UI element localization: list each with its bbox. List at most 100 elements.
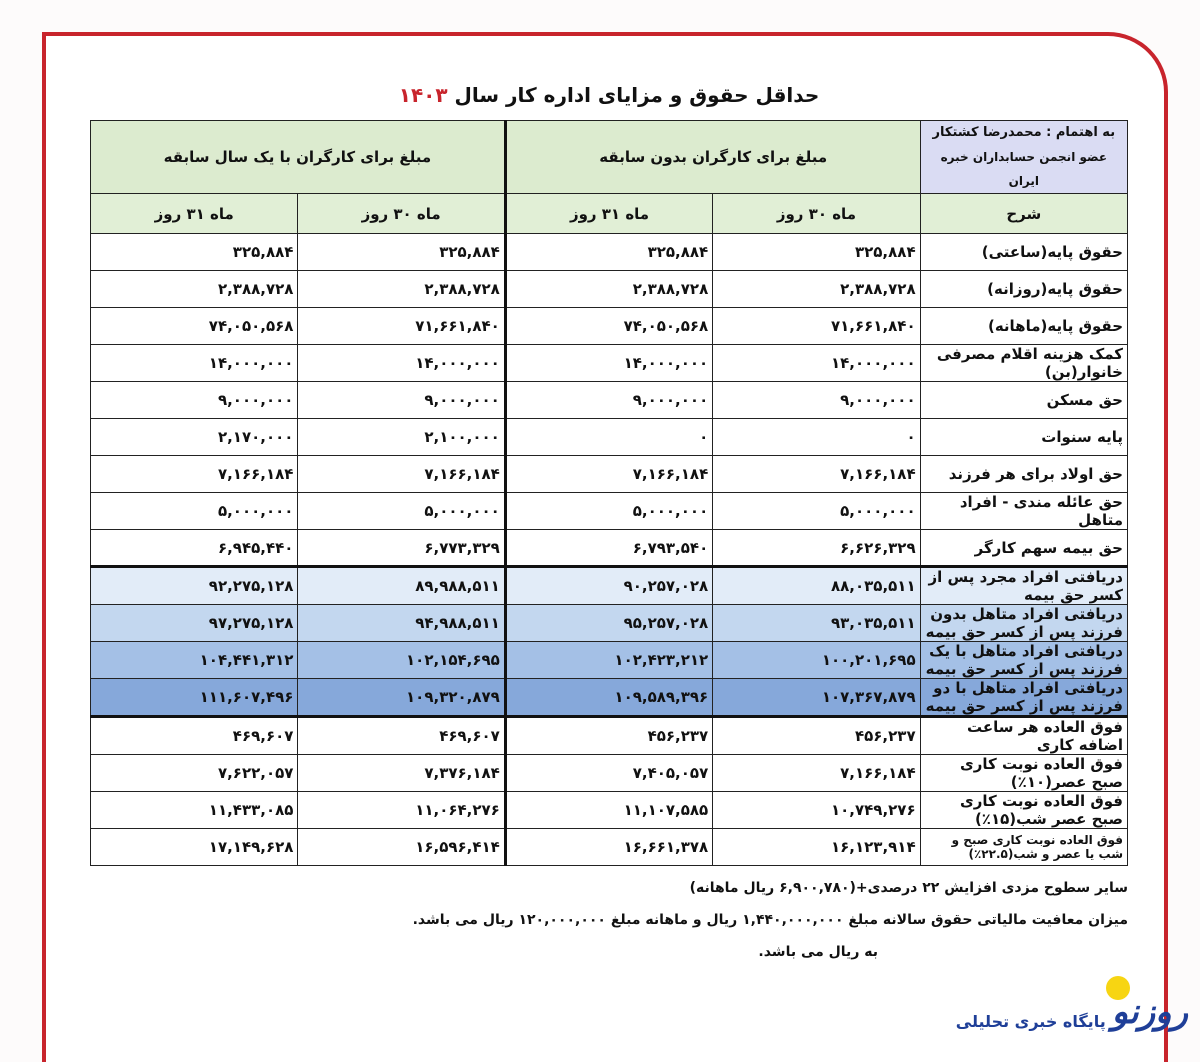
row-value: ۶,۹۴۵,۴۴۰ bbox=[89, 529, 299, 567]
row-value: ۱۰۰,۲۰۱,۶۹۵ bbox=[712, 641, 921, 679]
row-label: فوق العاده نوبت کاری صبح عصر شب(۱۵٪) bbox=[919, 791, 1129, 829]
row-value: ۷,۴۰۵,۰۵۷ bbox=[503, 754, 714, 792]
group-no-experience: مبلغ برای کارگران بدون سابقه bbox=[503, 120, 921, 194]
row-value: ۵,۰۰۰,۰۰۰ bbox=[503, 492, 714, 530]
table-row: فوق العاده هر ساعت اضافه کاری ۴۵۶,۲۳۷ ۴۵۶,… bbox=[89, 715, 1129, 755]
table-row: حق مسکن ۹,۰۰۰,۰۰۰ ۹,۰۰۰,۰۰۰ ۹,۰۰۰,۰۰۰ ۹,۰۰۰,… bbox=[89, 381, 1129, 419]
row-value: ۷۱,۶۶۱,۸۴۰ bbox=[297, 307, 506, 345]
row-value: ۲,۳۸۸,۷۲۸ bbox=[297, 270, 506, 308]
row-value: ۱۰۲,۱۵۴,۶۹۵ bbox=[297, 641, 506, 679]
note-tax-exemption: میزان معافیت مالیاتی حقوق سالانه مبلغ ۱,… bbox=[412, 912, 1128, 928]
row-value: ۱۴,۰۰۰,۰۰۰ bbox=[89, 344, 299, 382]
row-label: فوق العاده نوبت کاری صبح و شب یا عصر و ش… bbox=[919, 828, 1129, 866]
row-value: ۱۷,۱۴۹,۶۲۸ bbox=[89, 828, 299, 866]
group-one-year: مبلغ برای کارگران با یک سال سابقه bbox=[90, 120, 506, 194]
table-row: کمک هزینه اقلام مصرفی خانوار(بن) ۱۴,۰۰۰,۰… bbox=[89, 344, 1129, 382]
author-name: به اهتمام : محمدرضا کشتکار bbox=[932, 125, 1116, 140]
row-label: حق اولاد برای هر فرزند bbox=[919, 455, 1129, 493]
row-value: ۰ bbox=[503, 418, 714, 456]
table-row: حقوق پایه(ماهانه) ۷۱,۶۶۱,۸۴۰ ۷۴,۰۵۰,۵۶۸ ۷۱,… bbox=[89, 307, 1129, 345]
note-wage-levels: سایر سطوح مزدی افزایش ۲۲ درصدی+(۶,۹۰۰,۷۸… bbox=[689, 880, 1128, 896]
row-value: ۹,۰۰۰,۰۰۰ bbox=[712, 381, 921, 419]
table-row: دریافتی افراد مجرد پس از کسر حق بیمه ۸۸,۰… bbox=[89, 565, 1129, 605]
row-value: ۷,۶۲۲,۰۵۷ bbox=[89, 754, 299, 792]
document-body: حداقل حقوق و مزایای اداره کار سال ۱۴۰۳ ب… bbox=[89, 80, 1129, 968]
logo-tagline: پایگاه خبری تحلیلی bbox=[955, 1012, 1106, 1031]
col-m31-a: ماه ۳۱ روز bbox=[503, 193, 714, 234]
row-value: ۳۲۵,۸۸۴ bbox=[712, 233, 921, 271]
row-label: دریافتی افراد متاهل بدون فرزند پس از کسر… bbox=[919, 604, 1129, 642]
row-value: ۹,۰۰۰,۰۰۰ bbox=[297, 381, 506, 419]
logo-dot bbox=[1105, 976, 1130, 1000]
row-value: ۶,۶۲۶,۳۲۹ bbox=[712, 529, 921, 567]
row-value: ۵,۰۰۰,۰۰۰ bbox=[297, 492, 506, 530]
author-cell: به اهتمام : محمدرضا کشتکار عضو انجمن حساب… bbox=[919, 120, 1129, 194]
col-m30-b: ماه ۳۰ روز bbox=[297, 193, 506, 234]
row-value: ۳۲۵,۸۸۴ bbox=[297, 233, 506, 271]
row-value: ۱۱,۱۰۷,۵۸۵ bbox=[503, 791, 714, 829]
row-value: ۴۵۶,۲۳۷ bbox=[712, 715, 921, 755]
row-value: ۱۰۴,۴۴۱,۳۱۲ bbox=[89, 641, 299, 679]
row-value: ۵,۰۰۰,۰۰۰ bbox=[712, 492, 921, 530]
row-value: ۷۴,۰۵۰,۵۶۸ bbox=[89, 307, 299, 345]
table-row: حقوق پایه(ساعتی) ۳۲۵,۸۸۴ ۳۲۵,۸۸۴ ۳۲۵,۸۸۴ ۳۲۵… bbox=[89, 233, 1129, 271]
row-label: حق مسکن bbox=[919, 381, 1129, 419]
table-row: فوق العاده نوبت کاری صبح عصر شب(۱۵٪) ۱۰,۷… bbox=[89, 791, 1129, 829]
row-value: ۱۴,۰۰۰,۰۰۰ bbox=[297, 344, 506, 382]
table-row: فوق العاده نوبت کاری صبح عصر(۱۰٪) ۷,۱۶۶,۱… bbox=[89, 754, 1129, 792]
title-text: حداقل حقوق و مزایای اداره کار سال bbox=[454, 83, 820, 107]
col-m31-b: ماه ۳۱ روز bbox=[89, 193, 299, 234]
row-value: ۴۶۹,۶۰۷ bbox=[297, 715, 506, 755]
row-label: دریافتی افراد متاهل با دو فرزند پس از کس… bbox=[919, 678, 1129, 717]
row-value: ۱۰۹,۵۸۹,۳۹۶ bbox=[503, 678, 714, 717]
page-title: حداقل حقوق و مزایای اداره کار سال ۱۴۰۳ bbox=[90, 80, 1128, 120]
row-value: ۶,۷۷۳,۳۲۹ bbox=[297, 529, 506, 567]
row-value: ۶,۷۹۳,۵۴۰ bbox=[503, 529, 714, 567]
row-value: ۹۵,۲۵۷,۰۲۸ bbox=[503, 604, 714, 642]
table-row: دریافتی افراد متاهل با یک فرزند پس از کس… bbox=[89, 641, 1129, 679]
row-value: ۷,۱۶۶,۱۸۴ bbox=[503, 455, 714, 493]
row-label: دریافتی افراد متاهل با یک فرزند پس از کس… bbox=[919, 641, 1129, 679]
table-row: حق اولاد برای هر فرزند ۷,۱۶۶,۱۸۴ ۷,۱۶۶,۱۸۴… bbox=[89, 455, 1129, 493]
col-m30-a: ماه ۳۰ روز bbox=[712, 193, 921, 234]
row-value: ۱۶,۵۹۶,۴۱۴ bbox=[297, 828, 506, 866]
row-value: ۷۱,۶۶۱,۸۴۰ bbox=[712, 307, 921, 345]
salary-table: به اهتمام : محمدرضا کشتکار عضو انجمن حساب… bbox=[89, 120, 1129, 866]
row-value: ۱۶,۱۲۳,۹۱۴ bbox=[712, 828, 921, 866]
row-label: فوق العاده هر ساعت اضافه کاری bbox=[919, 715, 1129, 755]
row-value: ۹,۰۰۰,۰۰۰ bbox=[503, 381, 714, 419]
row-value: ۲,۳۸۸,۷۲۸ bbox=[503, 270, 714, 308]
row-label: حقوق پایه(ساعتی) bbox=[919, 233, 1129, 271]
row-value: ۴۵۶,۲۳۷ bbox=[503, 715, 714, 755]
row-value: ۳۲۵,۸۸۴ bbox=[503, 233, 714, 271]
author-affiliation: عضو انجمن حسابداران خبره ایران bbox=[940, 150, 1108, 188]
table-row: حق بیمه سهم کارگر ۶,۶۲۶,۳۲۹ ۶,۷۹۳,۵۴۰ ۶,۷۷۳… bbox=[89, 529, 1129, 567]
row-value: ۲,۳۸۸,۷۲۸ bbox=[89, 270, 299, 308]
row-value: ۷,۱۶۶,۱۸۴ bbox=[712, 754, 921, 792]
table-row: حقوق پایه(روزانه) ۲,۳۸۸,۷۲۸ ۲,۳۸۸,۷۲۸ ۲,۳۸۸… bbox=[89, 270, 1129, 308]
row-value: ۴۶۹,۶۰۷ bbox=[89, 715, 299, 755]
row-label: فوق العاده نوبت کاری صبح عصر(۱۰٪) bbox=[919, 754, 1129, 792]
table-row: پایه سنوات ۰ ۰ ۲,۱۰۰,۰۰۰ ۲,۱۷۰,۰۰۰ bbox=[89, 418, 1129, 456]
title-year: ۱۴۰۳ bbox=[398, 83, 448, 107]
row-value: ۹,۰۰۰,۰۰۰ bbox=[89, 381, 299, 419]
table-row: دریافتی افراد متاهل با دو فرزند پس از کس… bbox=[89, 678, 1129, 717]
row-value: ۷,۱۶۶,۱۸۴ bbox=[712, 455, 921, 493]
header-row-columns: شرح ماه ۳۰ روز ماه ۳۱ روز ماه ۳۰ روز ماه… bbox=[89, 193, 1129, 234]
row-value: ۱۰۹,۳۲۰,۸۷۹ bbox=[297, 678, 506, 717]
row-value: ۹۷,۲۷۵,۱۲۸ bbox=[89, 604, 299, 642]
header-row-groups: به اهتمام : محمدرضا کشتکار عضو انجمن حساب… bbox=[90, 120, 1129, 194]
row-value: ۵,۰۰۰,۰۰۰ bbox=[89, 492, 299, 530]
row-value: ۷,۱۶۶,۱۸۴ bbox=[297, 455, 506, 493]
desc-header: شرح bbox=[919, 193, 1129, 234]
row-value: ۲,۱۰۰,۰۰۰ bbox=[297, 418, 506, 456]
row-value: ۲,۳۸۸,۷۲۸ bbox=[712, 270, 921, 308]
table-row: فوق العاده نوبت کاری صبح و شب یا عصر و ش… bbox=[89, 828, 1129, 866]
row-value: ۸۸,۰۳۵,۵۱۱ bbox=[712, 565, 921, 605]
logo: روزنو پایگاه خبری تحلیلی bbox=[952, 974, 1188, 1034]
row-label: دریافتی افراد مجرد پس از کسر حق بیمه bbox=[919, 565, 1129, 605]
row-value: ۱۰۲,۴۲۳,۲۱۲ bbox=[503, 641, 714, 679]
row-value: ۱۰۷,۳۶۷,۸۷۹ bbox=[712, 678, 921, 717]
row-label: حقوق پایه(روزانه) bbox=[919, 270, 1129, 308]
row-value: ۳۲۵,۸۸۴ bbox=[89, 233, 299, 271]
